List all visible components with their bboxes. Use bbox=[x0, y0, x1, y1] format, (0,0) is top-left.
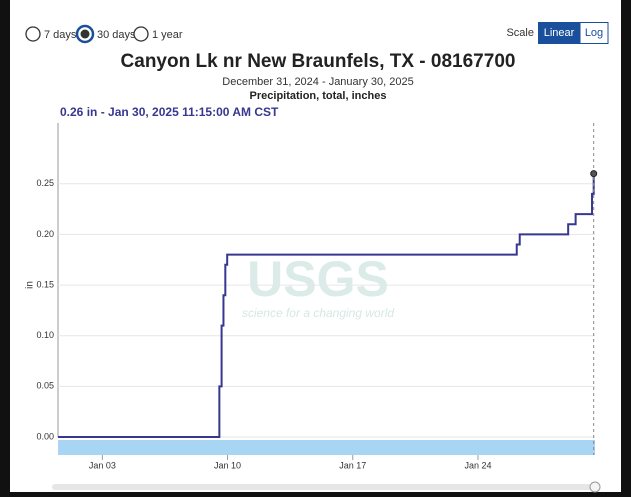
scroll-handle[interactable] bbox=[589, 481, 601, 493]
radio-label[interactable]: 30 days bbox=[97, 29, 136, 41]
period-radio[interactable]: 30 days bbox=[75, 24, 136, 44]
period-radio[interactable]: 7 days bbox=[25, 26, 77, 42]
frame bbox=[10, 0, 621, 492]
radio[interactable] bbox=[133, 26, 149, 42]
chart-title: Canyon Lk nr New Braunfels, TX - 0816770… bbox=[121, 51, 516, 72]
y-tick-label: 0.25 bbox=[36, 178, 54, 188]
parameter-label: Precipitation, total, inches bbox=[250, 90, 387, 102]
y-tick-label: 0.05 bbox=[36, 381, 54, 391]
navigator[interactable] bbox=[58, 440, 595, 455]
y-tick-label: 0.10 bbox=[36, 330, 54, 340]
y-axis-label: in bbox=[25, 281, 36, 289]
x-tick-label: Jan 10 bbox=[214, 460, 241, 470]
last-point bbox=[590, 170, 598, 178]
radio-dot bbox=[80, 29, 90, 39]
y-tick-label: 0.00 bbox=[36, 431, 54, 441]
data-line bbox=[58, 173, 595, 438]
y-tick-label: 0.15 bbox=[36, 279, 54, 289]
scale-button[interactable] bbox=[579, 22, 609, 44]
watermark-tagline: science for a changing world bbox=[242, 306, 394, 320]
x-tick-label: Jan 03 bbox=[89, 460, 116, 470]
scale-label: Scale bbox=[506, 27, 534, 39]
scrollbar[interactable] bbox=[52, 484, 600, 490]
radio[interactable] bbox=[25, 26, 41, 42]
y-tick-label: 0.20 bbox=[36, 229, 54, 239]
period-radio[interactable]: 1 year bbox=[133, 26, 183, 42]
scale-button[interactable] bbox=[538, 22, 580, 44]
chart-subtitle: December 31, 2024 - January 30, 2025 bbox=[222, 76, 413, 88]
annotation: 0.26 in - Jan 30, 2025 11:15:00 AM CST bbox=[60, 105, 279, 119]
x-tick-label: Jan 24 bbox=[464, 460, 491, 470]
x-tick-label: Jan 17 bbox=[339, 460, 366, 470]
scale-button-label[interactable]: Linear bbox=[544, 27, 575, 39]
radio-label[interactable]: 7 days bbox=[44, 29, 77, 41]
watermark: USGS bbox=[247, 251, 389, 307]
scale-button-label[interactable]: Log bbox=[585, 27, 603, 39]
radio-label[interactable]: 1 year bbox=[152, 29, 183, 41]
